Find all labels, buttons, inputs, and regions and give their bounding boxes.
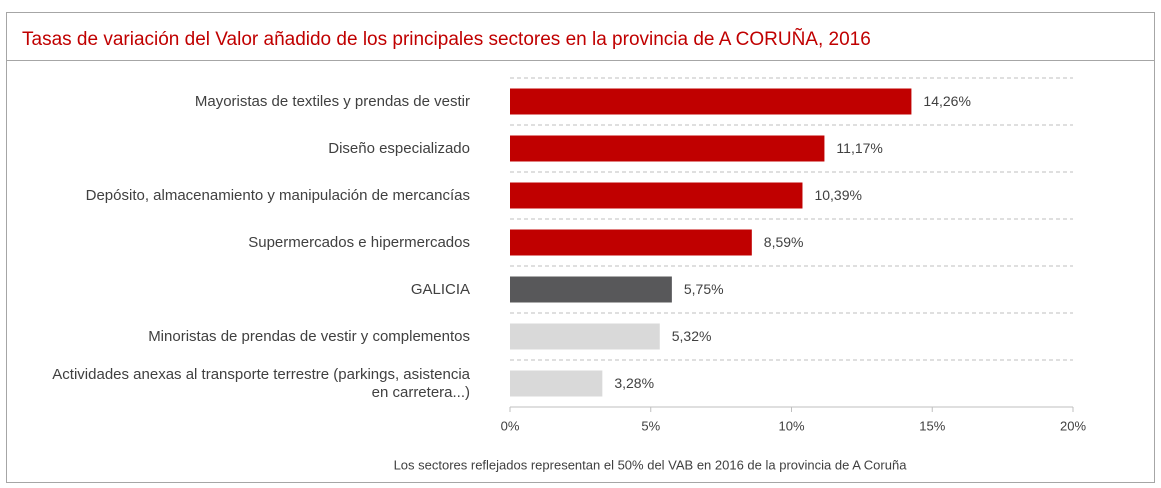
note: Los sectores reflejados representan el 5… (394, 457, 908, 472)
bar (510, 276, 672, 303)
bar (510, 370, 603, 397)
value-label: 5,75% (684, 281, 724, 297)
value-label: 11,17% (836, 140, 882, 156)
bar (510, 88, 912, 115)
category-label: Actividades anexas al transporte terrest… (52, 365, 470, 401)
value-label: 5,32% (672, 328, 712, 344)
bar (510, 323, 660, 350)
value-label: 14,26% (923, 93, 970, 109)
x-tick-label: 10% (778, 418, 804, 433)
category-label: Minoristas de prendas de vestir y comple… (148, 327, 470, 345)
category-label: Supermercados e hipermercados (248, 233, 470, 251)
x-tick-label: 0% (501, 418, 520, 433)
value-label: 10,39% (814, 187, 861, 203)
x-tick-label: 5% (641, 418, 660, 433)
category-label: Diseño especializado (328, 139, 470, 157)
bar (510, 182, 803, 209)
chart-title: Tasas de variación del Valor añadido de … (22, 28, 871, 50)
bar (510, 135, 825, 162)
category-label: GALICIA (410, 280, 470, 298)
value-label: 3,28% (614, 375, 654, 391)
x-tick-label: 20% (1060, 418, 1086, 433)
x-tick-label: 15% (919, 418, 945, 433)
value-label: 8,59% (764, 234, 804, 250)
category-label: Mayoristas de textiles y prendas de vest… (194, 92, 470, 110)
bar (510, 229, 752, 256)
category-label: Depósito, almacenamiento y manipulación … (85, 186, 470, 204)
frame (6, 12, 1155, 483)
